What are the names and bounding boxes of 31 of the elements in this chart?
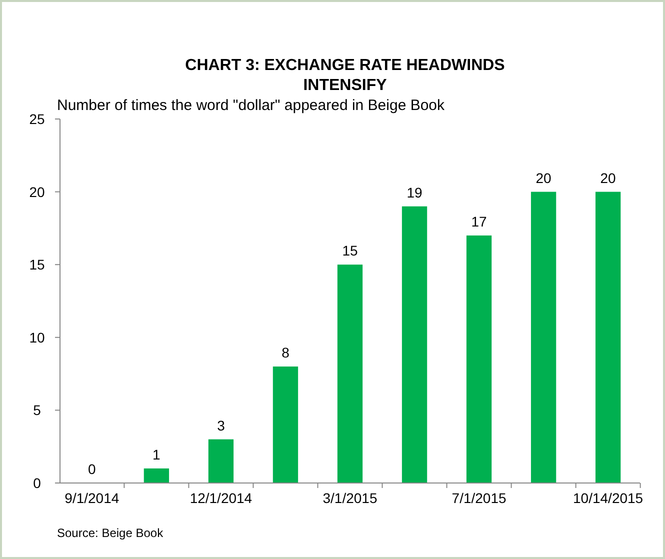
data-label: 1	[152, 446, 161, 462]
x-tick-label: 10/14/2015	[573, 490, 644, 506]
bar	[402, 206, 428, 483]
y-tick-label: 15	[29, 256, 45, 273]
source-note: Source: Beige Book	[57, 526, 164, 540]
data-label: 15	[342, 242, 358, 259]
y-axis-title: Number of times the word "dollar" appeared in Beige Book	[57, 97, 446, 114]
bar	[530, 192, 556, 483]
bar	[337, 264, 363, 483]
x-tick-label: 9/1/2014	[64, 490, 120, 506]
data-label: 19	[406, 184, 423, 200]
data-label: 3	[217, 417, 226, 434]
y-tick-label: 25	[29, 111, 45, 127]
y-tick-label: 5	[33, 402, 42, 418]
y-tick-label: 0	[33, 475, 42, 491]
x-tick-label: 7/1/2015	[452, 490, 506, 506]
bar	[595, 192, 621, 483]
bar	[208, 439, 234, 483]
bar	[466, 235, 492, 483]
x-tick-label: 3/1/2015	[322, 490, 378, 506]
bar	[144, 468, 170, 483]
data-label: 8	[282, 344, 290, 361]
y-tick-label: 20	[29, 184, 45, 200]
bar	[272, 366, 298, 483]
data-label: 17	[471, 213, 488, 230]
data-label: 0	[88, 461, 96, 477]
chart-title: CHART 3: EXCHANGE RATE HEADWINDS INTENSIFY	[185, 57, 506, 94]
y-tick-label: 10	[29, 329, 45, 346]
data-label: 20	[536, 170, 552, 186]
x-tick-label: 12/1/2014	[190, 490, 252, 506]
data-label: 20	[600, 170, 616, 186]
